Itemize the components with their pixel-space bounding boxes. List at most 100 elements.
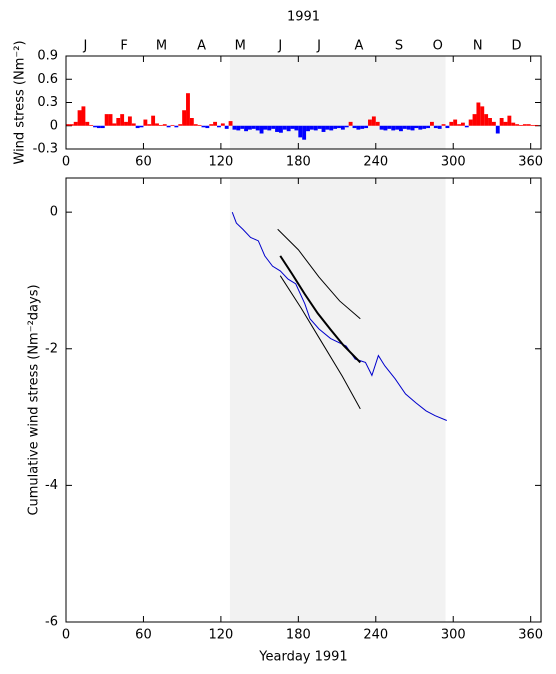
bar (189, 118, 194, 126)
bar (321, 125, 326, 132)
bar (186, 93, 190, 126)
x-tick-label: 300 (441, 628, 466, 643)
bar (480, 106, 485, 126)
bar (441, 124, 446, 126)
bar (81, 106, 86, 126)
bar (112, 123, 117, 126)
bar (263, 125, 268, 130)
bar (217, 125, 221, 128)
bar (224, 125, 229, 129)
bar (418, 125, 423, 130)
bar (460, 122, 465, 126)
bar (162, 124, 167, 126)
bar (402, 125, 407, 129)
bar (344, 125, 349, 128)
y-axis-label: Cumulative wind stress (Nm⁻²days) (27, 284, 42, 515)
bar (522, 124, 527, 126)
bar (251, 125, 256, 129)
y-tick-label: 0 (50, 118, 58, 133)
month-label: A (355, 39, 364, 54)
month-label: J (316, 39, 321, 54)
month-label: A (197, 39, 206, 54)
bar (534, 124, 539, 126)
bar (371, 116, 376, 126)
y-tick-label: 0.6 (37, 72, 58, 87)
bar (491, 121, 496, 126)
bar (139, 125, 144, 128)
line (279, 255, 362, 364)
bar (399, 125, 403, 132)
bar (100, 125, 105, 129)
x-tick-label: 240 (363, 628, 388, 643)
bar (348, 121, 353, 126)
bar (147, 124, 152, 126)
bar (360, 125, 365, 129)
bar (495, 125, 500, 134)
bar (340, 125, 345, 130)
line (279, 275, 361, 410)
month-label: J (82, 39, 87, 54)
bar (232, 125, 237, 130)
bar (406, 125, 411, 130)
bar (515, 124, 520, 126)
month-label: J (277, 39, 282, 54)
y-tick-label: -0.3 (33, 142, 58, 157)
bar (453, 119, 458, 126)
bar (201, 125, 206, 128)
line (277, 228, 361, 320)
bar (197, 124, 202, 126)
y-tick-label: -2 (45, 341, 58, 356)
bar (290, 125, 295, 129)
bar (383, 125, 388, 131)
bar (313, 125, 318, 131)
bar (85, 121, 90, 126)
bar (368, 119, 372, 126)
month-label: F (120, 39, 127, 54)
bar (220, 123, 225, 126)
bar (77, 110, 82, 126)
bar (120, 114, 125, 126)
bar (66, 124, 70, 126)
bar (271, 125, 276, 129)
bar (193, 124, 198, 126)
bar (433, 125, 438, 129)
bar (155, 123, 159, 126)
plot-frame (65, 55, 542, 150)
x-tick-label: 360 (518, 155, 543, 170)
bar (158, 124, 163, 126)
bar (414, 125, 419, 129)
bar (306, 125, 310, 132)
plot-frame (65, 177, 542, 623)
shaded-period (229, 56, 446, 149)
bar (182, 110, 187, 126)
x-tick-label: 60 (135, 628, 152, 643)
month-label: D (511, 39, 521, 54)
bar (298, 125, 303, 138)
bar (205, 125, 210, 129)
bar (317, 125, 322, 129)
month-label: O (433, 39, 443, 54)
x-tick-label: 0 (62, 155, 70, 170)
bar (302, 125, 307, 140)
bar (484, 114, 489, 126)
bar (391, 125, 396, 131)
bar (364, 125, 369, 129)
bar (375, 121, 380, 126)
bar (329, 125, 334, 131)
bar (333, 125, 338, 129)
bar (209, 124, 214, 126)
bar (96, 125, 101, 129)
bar (124, 121, 128, 126)
bar (511, 122, 516, 126)
bar (108, 114, 113, 126)
bar (282, 125, 287, 130)
bar (395, 125, 400, 130)
bar (429, 121, 434, 126)
bar (236, 125, 241, 131)
bar (457, 124, 461, 126)
bar (337, 125, 341, 129)
bar (104, 114, 109, 126)
bar (244, 125, 248, 132)
bar (286, 125, 291, 132)
